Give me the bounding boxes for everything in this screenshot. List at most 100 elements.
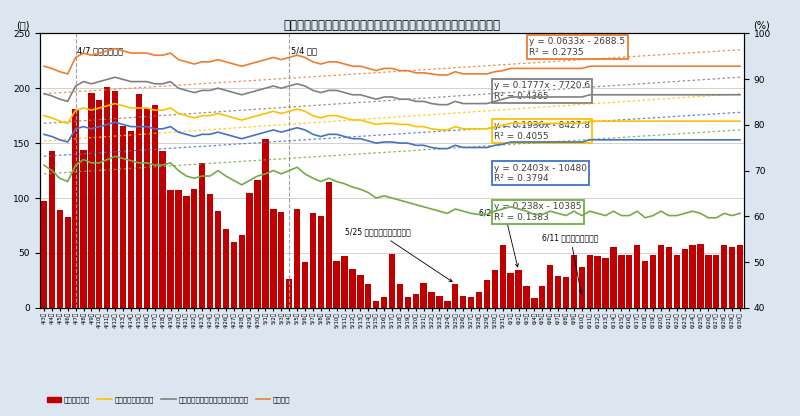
Bar <box>586 255 593 308</box>
Bar <box>357 275 363 308</box>
Bar <box>658 245 664 308</box>
Bar <box>318 215 324 308</box>
Bar <box>421 282 427 308</box>
Bar <box>238 235 245 308</box>
Bar <box>136 94 142 308</box>
Bar <box>721 245 727 308</box>
Bar <box>191 189 198 308</box>
Bar <box>41 201 47 308</box>
Bar <box>88 93 94 308</box>
Bar <box>642 260 648 308</box>
Bar <box>706 255 711 308</box>
Bar <box>381 297 387 308</box>
Text: (%): (%) <box>754 20 770 30</box>
Bar <box>737 245 743 308</box>
Bar <box>499 245 506 308</box>
Bar <box>578 267 585 308</box>
Bar <box>690 245 696 308</box>
Bar <box>302 262 308 308</box>
Text: y = 0.1936x - 8427.8
R² = 0.4055: y = 0.1936x - 8427.8 R² = 0.4055 <box>494 121 590 141</box>
Bar <box>563 277 569 308</box>
Bar <box>262 139 269 308</box>
Bar <box>523 286 530 308</box>
Bar <box>650 255 656 308</box>
Text: 4/7 緊急事態宣言: 4/7 緊急事態宣言 <box>77 47 123 55</box>
Bar <box>570 255 577 308</box>
Bar <box>468 297 474 308</box>
Bar <box>729 248 735 308</box>
Bar <box>73 109 78 308</box>
Bar <box>492 270 498 308</box>
Bar <box>444 301 450 308</box>
Bar <box>555 276 562 308</box>
Bar <box>183 196 190 308</box>
Bar <box>674 255 680 308</box>
Bar <box>389 254 395 308</box>
Bar <box>207 193 214 308</box>
Bar <box>159 151 166 308</box>
Bar <box>128 131 134 308</box>
Bar <box>602 258 609 308</box>
Bar <box>682 248 688 308</box>
Bar <box>698 244 704 308</box>
Bar <box>507 273 514 308</box>
Bar <box>373 301 379 308</box>
Bar <box>104 87 110 308</box>
Bar <box>531 298 538 308</box>
Text: 5/25 緊急事態宣言全面解除: 5/25 緊急事態宣言全面解除 <box>345 228 452 282</box>
Bar <box>151 105 158 308</box>
Bar <box>57 210 63 308</box>
Bar <box>254 181 261 308</box>
Bar <box>618 255 625 308</box>
Bar <box>286 279 292 308</box>
Bar <box>120 126 126 308</box>
Bar <box>484 280 490 308</box>
Bar <box>294 209 300 308</box>
Text: 6/2 東京アラート発動: 6/2 東京アラート発動 <box>479 209 530 267</box>
Bar <box>515 270 522 308</box>
Bar <box>539 286 546 308</box>
Bar <box>452 284 458 308</box>
Bar <box>80 150 86 308</box>
Bar <box>413 294 419 308</box>
Bar <box>222 229 229 308</box>
Text: y = 0.0633x - 2688.5
R² = 0.2735: y = 0.0633x - 2688.5 R² = 0.2735 <box>530 37 626 57</box>
Text: (人): (人) <box>16 20 29 30</box>
Text: y = 0.238x - 10385
R² = 0.1383: y = 0.238x - 10385 R² = 0.1383 <box>494 202 582 222</box>
Bar <box>397 284 403 308</box>
Bar <box>713 255 719 308</box>
Bar <box>96 100 102 308</box>
Bar <box>246 193 253 308</box>
Bar <box>476 292 482 308</box>
Bar <box>310 213 316 308</box>
Bar <box>436 296 442 308</box>
Text: 6/11 東京アラート解除: 6/11 東京アラート解除 <box>542 233 598 293</box>
Bar <box>547 265 554 308</box>
Bar <box>666 248 672 308</box>
Text: y = 0.1777x - 7720.6
R² = 0.4365: y = 0.1777x - 7720.6 R² = 0.4365 <box>494 81 590 101</box>
Bar <box>405 297 411 308</box>
Bar <box>270 209 277 308</box>
Bar <box>428 292 434 308</box>
Bar <box>326 181 332 308</box>
Bar <box>610 248 617 308</box>
Bar <box>626 255 633 308</box>
Text: y = 0.2403x - 10480
R² = 0.3794: y = 0.2403x - 10480 R² = 0.3794 <box>494 163 587 183</box>
Bar <box>634 245 640 308</box>
Bar <box>334 260 340 308</box>
Bar <box>230 242 237 308</box>
Bar <box>49 151 55 308</box>
Bar <box>167 191 174 308</box>
Bar <box>144 108 150 308</box>
Bar <box>112 92 118 308</box>
Bar <box>278 212 285 308</box>
Bar <box>65 217 71 308</box>
Bar <box>215 211 221 308</box>
Bar <box>594 256 601 308</box>
Bar <box>199 163 206 308</box>
Bar <box>175 191 182 308</box>
Title: 東京都における「人との接触低減度」と「新規感染者数」の相関関係: 東京都における「人との接触低減度」と「新規感染者数」の相関関係 <box>283 19 501 32</box>
Bar <box>342 256 348 308</box>
Text: 5/4 延長: 5/4 延長 <box>290 47 317 55</box>
Bar <box>365 284 371 308</box>
